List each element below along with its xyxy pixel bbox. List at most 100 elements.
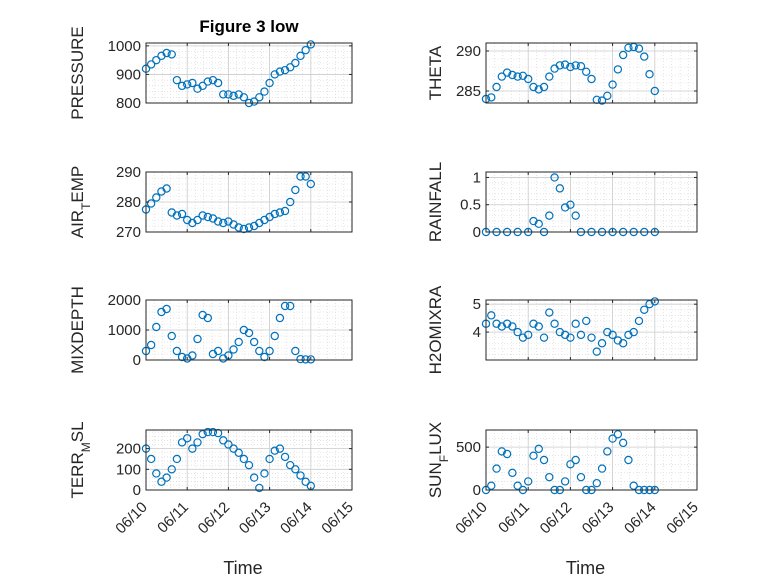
data-point [249,337,259,347]
data-point [513,481,522,490]
axes-box [485,171,698,233]
data-point [560,60,570,69]
data-point [513,72,522,81]
data-point [576,61,586,71]
x-tick-label: 06/15 [663,499,702,538]
data-point [513,327,522,337]
data-point [152,322,161,332]
data-point [650,86,660,96]
data-point [167,50,176,59]
data-point [280,206,290,216]
data-point [234,337,243,347]
data-point [193,215,202,225]
data-point [234,448,243,457]
data-point [172,211,182,220]
data-point [487,481,496,490]
data-point [286,197,295,207]
y-axis-label: TERRMSL [68,421,93,498]
data-point [291,185,300,195]
data-point [162,48,171,58]
data-point [650,297,660,306]
data-point [508,70,517,80]
data-point [624,455,633,465]
y-tick-label: 2000 [108,292,141,309]
subplot-7: 0 100 200 06/10 06/11 06/12 06/13 06/14 06/15 TER… [68,421,357,578]
data-point [566,200,575,209]
data-point [280,301,290,311]
x-axis-label: Time [566,558,605,578]
data-point [172,454,182,464]
data-point [255,346,264,356]
plot-area [486,172,697,232]
data-point [188,351,197,360]
data-point [555,184,565,193]
y-tick-label: 1 [473,169,481,186]
data-point [229,345,238,354]
data-point [576,472,586,482]
data-point [203,427,212,437]
x-tick-label: 06/11 [154,499,192,537]
x-tick-label: 06/12 [195,499,234,538]
data-point [576,330,586,340]
data-point [592,478,601,488]
data-point [618,50,628,60]
subplot-8: 0 500 06/10 06/11 06/12 06/13 06/14 06/15 SUNFLU… [426,422,702,578]
data-point [545,472,554,482]
x-tick-label: 06/15 [318,499,357,538]
data-point [524,330,533,340]
data-point [492,82,501,92]
x-tick-label: 06/13 [236,499,275,538]
data-point [545,72,554,81]
data-point [301,172,310,181]
data-point [198,81,207,91]
y-tick-label: 0 [473,482,481,499]
data-point [291,58,300,68]
data-point [587,74,596,84]
data-point [571,211,580,220]
y-axis-label: SUNFLUX [426,422,451,498]
plot-area [146,43,352,103]
data-point [146,340,156,350]
data-point [603,91,612,101]
data-point [208,427,218,437]
y-axis-label: H2OMIXRA [426,285,445,374]
data-point [162,473,171,482]
data-point [177,438,187,447]
data-point [603,447,612,456]
subplot-4: 0 0.5 1 RAINFALL [426,162,698,242]
data-point [508,322,517,331]
data-point [219,436,228,445]
axes-box [145,42,353,104]
data-point [592,347,601,356]
data-point [152,55,161,65]
y-tick-label: 1000 [108,38,141,55]
data-point [502,68,512,77]
data-point [582,316,591,326]
y-tick-label: 800 [116,95,141,112]
data-point [162,184,171,193]
data-point [529,451,538,460]
x-tick-label: 06/14 [621,499,660,538]
data-point [219,218,228,228]
data-point [157,477,166,486]
data-point [539,333,549,342]
data-point [167,465,176,474]
y-tick-label: 4 [473,324,481,341]
y-tick-label: 0 [473,224,481,241]
data-point [582,67,591,77]
y-axis-label: RAINFALL [426,162,445,242]
x-tick-label: 06/14 [277,499,316,538]
data-point [224,90,233,99]
data-point [291,465,300,474]
data-point [534,444,543,454]
data-point [213,346,223,356]
data-point [275,67,285,76]
data-point [597,464,607,473]
data-point [280,452,290,462]
y-tick-label: 0.5 [460,197,481,214]
data-point [177,352,187,362]
data-point [255,483,264,493]
data-point [219,90,228,99]
data-point [234,223,243,232]
data-point [286,63,295,72]
